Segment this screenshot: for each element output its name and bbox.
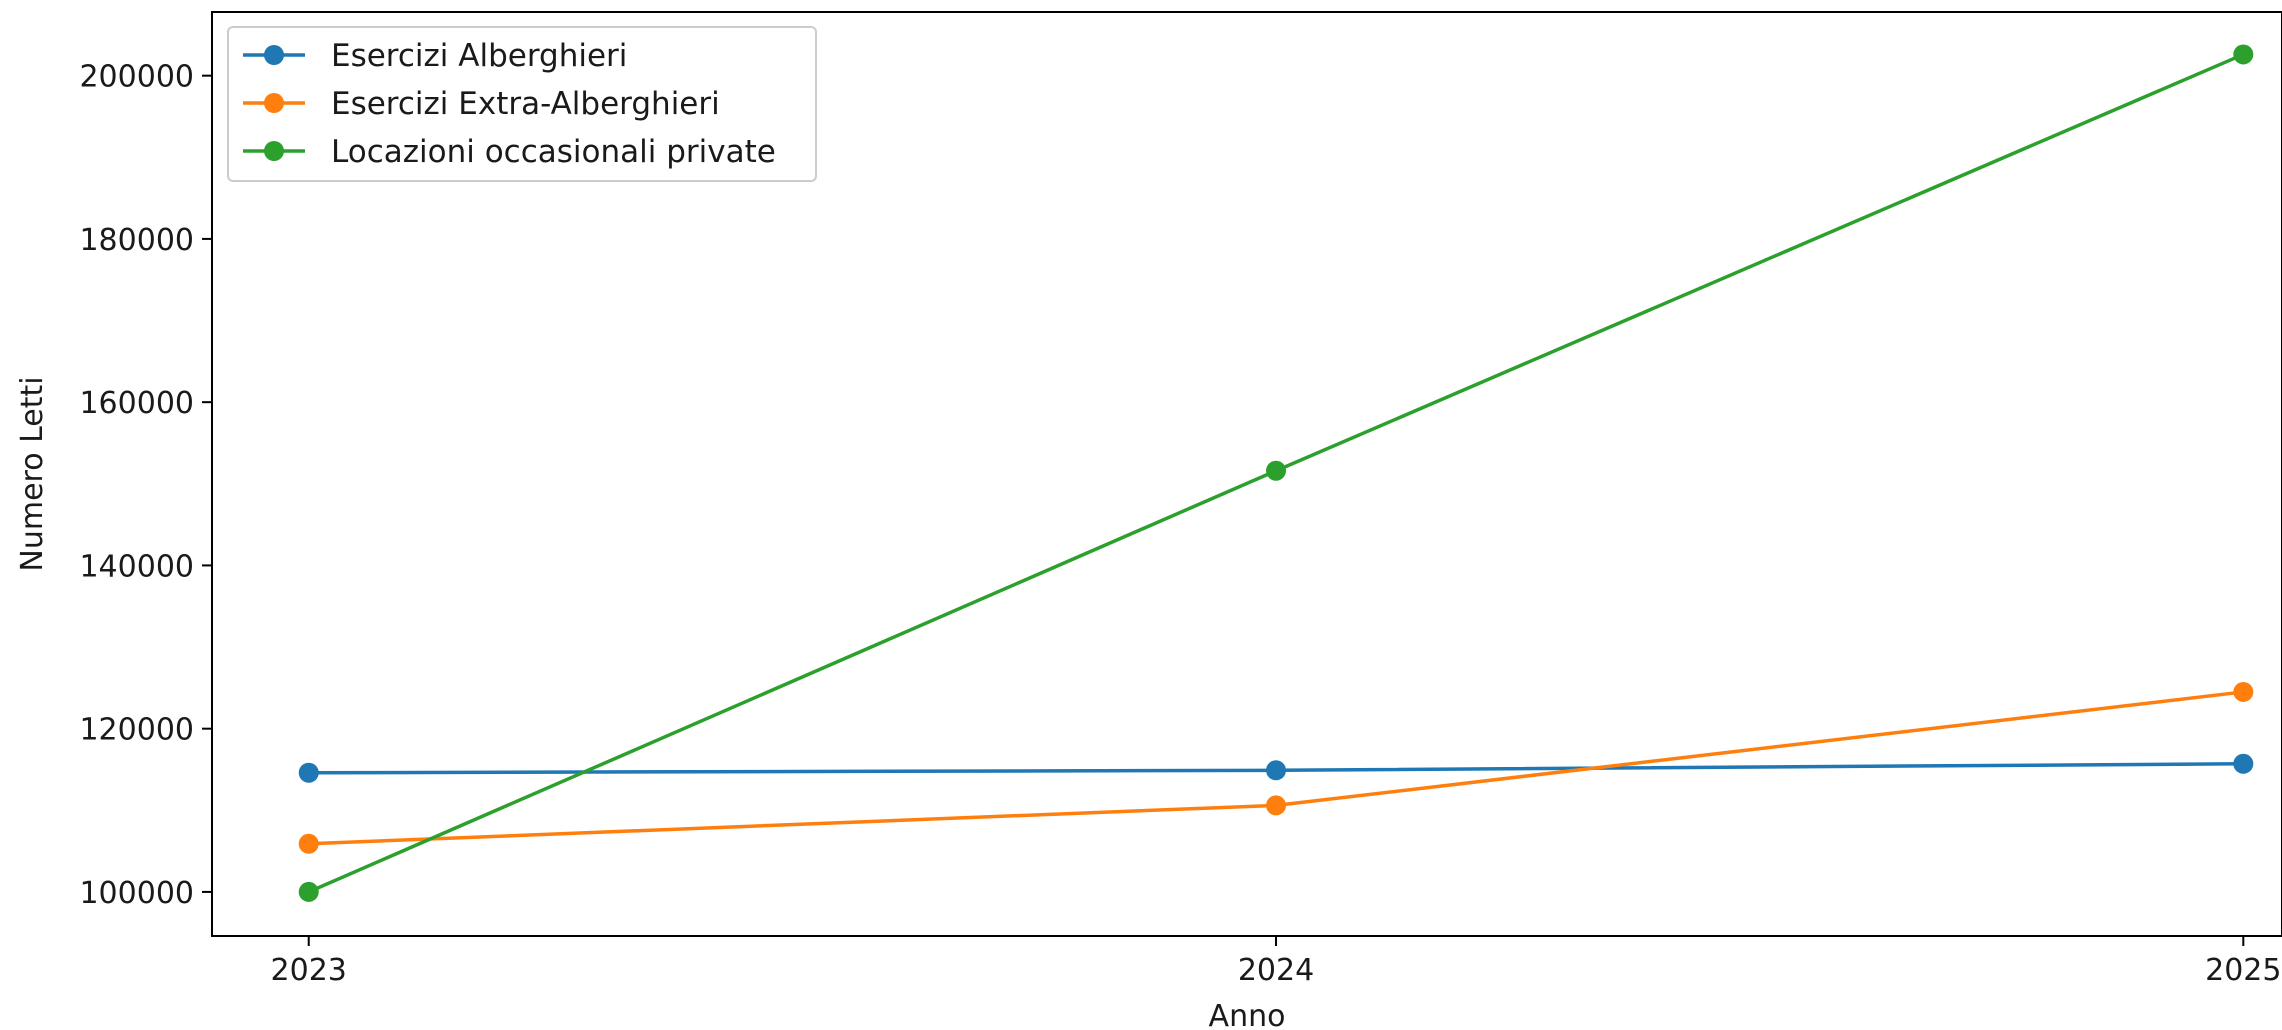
data-point [1266, 760, 1287, 781]
legend-label: Esercizi Alberghieri [331, 38, 627, 74]
y-axis-label: Numero Letti [15, 376, 50, 571]
x-tick-label: 2025 [2205, 953, 2281, 988]
series-2 [298, 681, 2254, 854]
legend-item: Locazioni occasionali private [243, 134, 776, 170]
data-point [2233, 44, 2254, 65]
y-tick-label: 100000 [79, 876, 194, 911]
y-axis: 100000 120000 140000 160000 180000 200000 [79, 60, 212, 911]
legend-label: Esercizi Extra-Alberghieri [331, 86, 720, 122]
series-3 [298, 44, 2254, 902]
y-tick-label: 180000 [79, 223, 194, 258]
legend-marker [264, 141, 284, 161]
plot-area-frame [211, 11, 2282, 937]
data-point [2233, 753, 2254, 774]
y-tick-label: 120000 [79, 713, 194, 748]
legend-item: Esercizi Alberghieri [243, 38, 627, 74]
y-tick-label: 160000 [79, 386, 194, 421]
x-tick-label: 2023 [271, 953, 347, 988]
legend-marker [264, 45, 284, 65]
legend-box [227, 26, 817, 182]
series-1 [298, 753, 2254, 783]
y-tick-label: 200000 [79, 60, 194, 95]
x-tick-label: 2024 [1238, 953, 1314, 988]
data-point [298, 833, 319, 854]
data-point [298, 881, 319, 902]
data-point [1266, 795, 1287, 816]
y-tick-label: 140000 [79, 549, 194, 584]
legend: Esercizi Alberghieri Esercizi Extra-Alber… [227, 26, 817, 182]
x-axis-label: Anno [1209, 999, 1286, 1030]
legend-label: Locazioni occasionali private [331, 134, 776, 170]
data-point [2233, 681, 2254, 702]
data-point [298, 762, 319, 783]
data-point [1266, 460, 1287, 481]
x-axis: 2023 2024 2025 [271, 936, 2281, 988]
legend-item: Esercizi Extra-Alberghieri [243, 86, 720, 122]
series-layer [298, 44, 2254, 902]
legend-marker [264, 93, 284, 113]
